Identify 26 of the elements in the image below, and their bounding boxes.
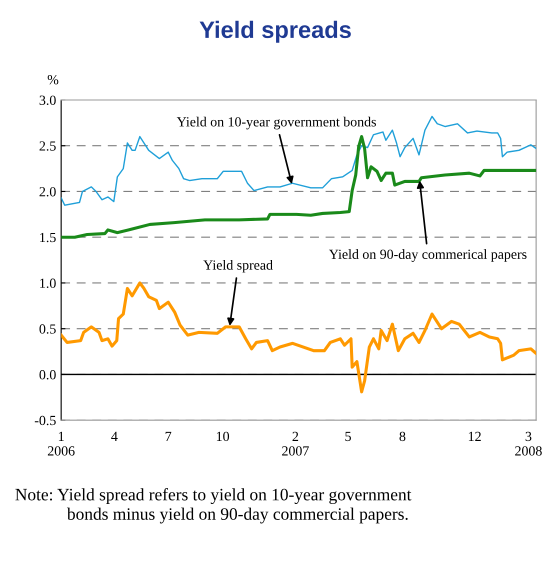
- line-series: [61, 281, 536, 394]
- text: Note: Yield spread refers to yield on 10-year government bonds minus yield on 90-day commercial papers.: [15, 488, 412, 524]
- y-axis-title: %: [48, 74, 58, 84]
- y-tick-label: 2.0: [40, 187, 56, 196]
- x-tick-label: 5: [345, 432, 351, 442]
- y-tick-label: 1.5: [40, 232, 56, 242]
- x-tick-label: 12: [468, 432, 481, 441]
- x-tick-label: 8: [400, 432, 406, 442]
- y-tick-label: 0.5: [39, 324, 56, 334]
- x-tick-label: 3 2008: [515, 432, 542, 456]
- annotation: Yield on 90-day commerical papers: [328, 249, 527, 262]
- y-tick-label: 2.5: [40, 141, 56, 151]
- x-tick-label: 2 2007: [282, 432, 309, 456]
- y-tick-label: 1.0: [40, 278, 56, 288]
- y-tick-label: 0.0: [39, 370, 56, 380]
- annotation: Yield on 10-year government bonds: [176, 116, 376, 130]
- line-series: [61, 135, 536, 239]
- y-tick-label: -0.5: [34, 416, 56, 426]
- line-series: [61, 116, 536, 206]
- y-tick-label: 3.0: [40, 96, 56, 106]
- x-tick-label: 1 2006: [48, 432, 75, 456]
- x-tick-label: 4: [111, 432, 118, 441]
- annotation: Yield spread: [203, 260, 273, 273]
- chart-title: Yield spreads: [200, 20, 351, 43]
- x-tick-label: 7: [166, 432, 172, 441]
- x-tick-label: 10: [216, 432, 230, 442]
